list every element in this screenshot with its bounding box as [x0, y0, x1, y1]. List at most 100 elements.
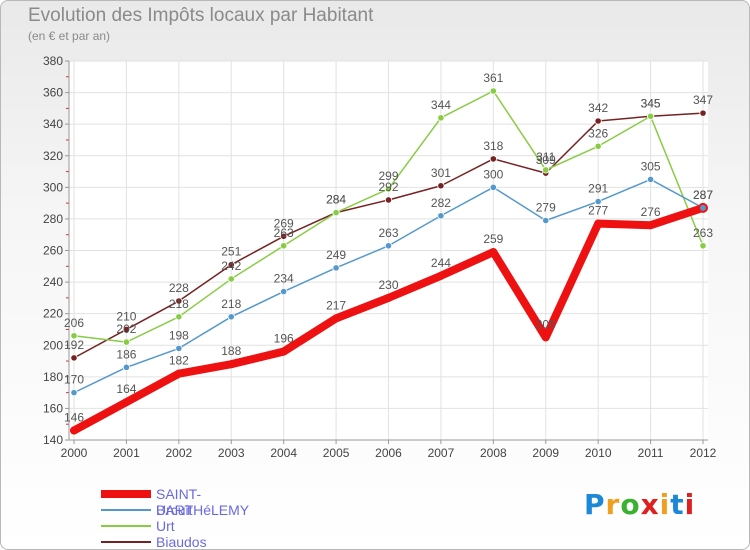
data-label: 198	[169, 328, 189, 342]
legend-swatch	[101, 509, 151, 511]
chart-title: Evolution des Impôts locaux par Habitant	[28, 5, 374, 26]
data-point	[280, 232, 288, 240]
x-tick-label: 2009	[532, 446, 559, 460]
x-tick-label: 2002	[165, 446, 192, 460]
data-label: 269	[274, 216, 294, 230]
data-point	[489, 183, 497, 191]
data-point	[437, 182, 445, 190]
x-tick-label: 2000	[61, 446, 88, 460]
data-point	[384, 293, 393, 302]
y-tick-label: 340	[43, 117, 63, 131]
data-label: 244	[431, 256, 451, 270]
data-label: 192	[64, 338, 84, 352]
y-tick-label: 380	[43, 54, 63, 68]
x-tick-label: 2004	[270, 446, 297, 460]
data-point	[594, 219, 603, 228]
data-point	[489, 87, 497, 95]
legend-swatch	[101, 525, 151, 527]
last-point-highlight	[698, 202, 708, 213]
data-labels: 192 210 228 251 269 284 292 301 318 309 342 345 347 2…	[64, 71, 713, 425]
legend-swatch	[101, 490, 151, 498]
x-tick-label: 2007	[428, 446, 455, 460]
data-point	[122, 325, 131, 334]
x-tick-label: 2010	[585, 446, 612, 460]
legend-label: SAINT-BARTHéLEMY	[156, 486, 250, 518]
data-point	[332, 264, 340, 272]
data-label: 182	[169, 354, 189, 368]
data-label: 299	[378, 169, 398, 183]
data-point	[280, 287, 288, 296]
chart-subtitle: (en € et par an)	[28, 29, 111, 43]
legend-label: Urt	[156, 518, 175, 534]
data-label: 287	[693, 188, 713, 202]
data-label: 188	[221, 344, 241, 358]
x-tick-label: 2008	[480, 446, 507, 460]
data-point	[699, 109, 707, 117]
y-tick-label: 220	[43, 307, 63, 321]
y-tick-label: 300	[43, 180, 63, 194]
data-label: 228	[169, 281, 189, 295]
data-label: 301	[431, 166, 451, 180]
data-label: 284	[326, 193, 346, 207]
data-point	[122, 363, 131, 371]
data-label: 205	[536, 317, 556, 331]
data-label: 291	[588, 182, 608, 196]
data-label: 263	[274, 226, 294, 240]
data-point	[279, 347, 288, 356]
data-point	[70, 332, 78, 340]
data-label: 218	[169, 297, 189, 311]
logo-letter: i	[684, 488, 696, 521]
data-point	[122, 398, 131, 407]
legend-label: Urcuit	[156, 502, 193, 518]
x-tick-label: 2005	[323, 446, 350, 460]
x-tick-label: 2012	[690, 446, 717, 460]
data-point	[70, 354, 78, 362]
y-tick-label: 180	[43, 370, 63, 384]
data-label: 344	[431, 98, 451, 112]
data-label: 263	[693, 226, 713, 240]
data-label: 186	[116, 347, 136, 361]
y-tick-label: 140	[43, 433, 63, 447]
data-label: 277	[588, 204, 608, 218]
data-label: 230	[378, 278, 398, 292]
data-label: 292	[378, 180, 398, 194]
data-label: 206	[64, 316, 84, 330]
data-label: 305	[641, 159, 661, 173]
data-point	[646, 112, 655, 120]
data-point	[436, 271, 445, 280]
logo-letter: x	[640, 488, 660, 521]
proxiti-logo: Proxiti	[584, 488, 695, 521]
data-label: 202	[116, 322, 136, 336]
data-point	[227, 261, 235, 269]
y-tick-label: 240	[43, 275, 63, 289]
data-label: 300	[483, 167, 503, 181]
x-tick-label: 2011	[638, 446, 664, 460]
data-label: 345	[641, 96, 661, 110]
y-tick-label: 260	[43, 244, 63, 258]
data-point	[594, 197, 602, 206]
data-point	[332, 209, 340, 217]
data-label: 326	[588, 126, 608, 140]
data-point	[384, 242, 393, 250]
data-point	[174, 369, 183, 378]
data-point	[384, 185, 393, 193]
data-label: 217	[326, 298, 346, 312]
y-tick-label: 280	[43, 212, 63, 226]
data-label: 263	[378, 226, 398, 240]
data-label: 279	[536, 200, 556, 214]
legend-swatch	[101, 541, 151, 543]
data-point	[541, 333, 550, 342]
x-tick-label: 2001	[113, 446, 140, 460]
data-label: 164	[116, 382, 136, 396]
data-label: 249	[326, 248, 346, 262]
data-label: 284	[326, 193, 346, 207]
data-point	[280, 242, 288, 250]
data-point	[175, 297, 183, 305]
logo-letter: o	[620, 488, 641, 521]
data-point	[489, 155, 497, 163]
data-label: 287	[693, 188, 713, 202]
data-point	[437, 212, 445, 220]
data-label: 282	[431, 196, 451, 210]
data-label: 196	[274, 332, 294, 346]
